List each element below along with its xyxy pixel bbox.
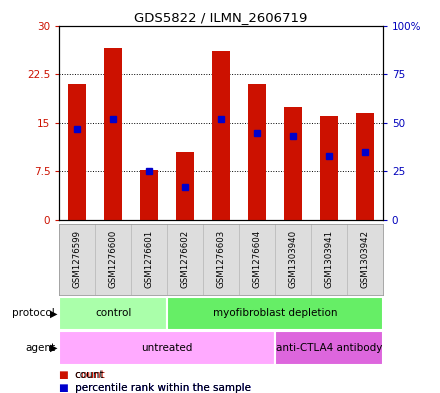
Text: GSM1303940: GSM1303940 (289, 230, 297, 288)
Text: control: control (95, 309, 132, 318)
Text: percentile rank within the sample: percentile rank within the sample (75, 383, 251, 393)
Text: GSM1276603: GSM1276603 (216, 230, 226, 288)
Text: anti-CTLA4 antibody: anti-CTLA4 antibody (276, 343, 382, 353)
Text: ▶: ▶ (50, 343, 57, 353)
Text: GSM1276604: GSM1276604 (253, 230, 261, 288)
Text: ■  percentile rank within the sample: ■ percentile rank within the sample (59, 383, 252, 393)
Text: count: count (75, 369, 104, 380)
Text: GSM1276600: GSM1276600 (109, 230, 118, 288)
Text: GSM1276602: GSM1276602 (181, 230, 190, 288)
Bar (248, 84, 266, 220)
Text: ▶: ▶ (50, 309, 57, 318)
Bar (176, 152, 194, 220)
Text: untreated: untreated (142, 343, 193, 353)
Bar (356, 113, 374, 220)
Bar (275, 331, 383, 365)
Bar (140, 169, 158, 220)
Bar (59, 297, 167, 330)
Text: GSM1303942: GSM1303942 (360, 230, 369, 288)
Text: myofibroblast depletion: myofibroblast depletion (213, 309, 337, 318)
Bar (68, 84, 86, 220)
Bar (59, 331, 275, 365)
Text: GSM1303941: GSM1303941 (324, 230, 334, 288)
Bar (284, 107, 302, 220)
Bar (212, 51, 230, 220)
Text: agent: agent (25, 343, 55, 353)
Text: GSM1276599: GSM1276599 (73, 230, 82, 288)
Text: protocol: protocol (12, 309, 55, 318)
Bar (320, 116, 338, 220)
Text: ■  count: ■ count (59, 369, 105, 380)
Text: GSM1276601: GSM1276601 (145, 230, 154, 288)
Title: GDS5822 / ILMN_2606719: GDS5822 / ILMN_2606719 (134, 11, 308, 24)
Bar (104, 48, 122, 220)
Bar (167, 297, 383, 330)
